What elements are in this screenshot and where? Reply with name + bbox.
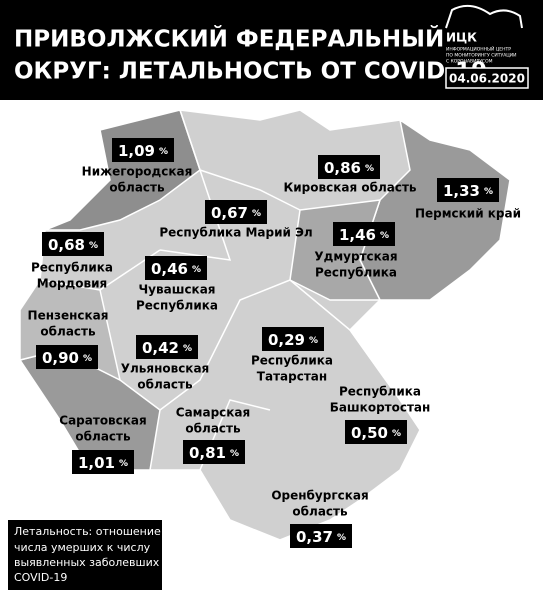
rate-label: 1,46% <box>339 226 389 244</box>
note-line: выявленных заболевших <box>14 556 160 569</box>
region-name: Татарстан <box>257 370 327 384</box>
rate-value: 0,81 <box>189 444 226 462</box>
region-shape <box>359 118 511 301</box>
region-name: Ульяновская <box>121 362 210 376</box>
logo-caption: ИНФОРМАЦИОННЫЙ ЦЕНТР <box>446 46 511 53</box>
title-line: ОКРУГ: ЛЕТАЛЬНОСТЬ ОТ COVID-19 <box>14 59 487 85</box>
rate-label: 1,01% <box>78 454 128 472</box>
rate-box <box>36 345 98 369</box>
rate-box <box>262 327 324 351</box>
region-name: область <box>185 422 241 436</box>
rate-value: 0,42 <box>142 339 179 357</box>
rate-box <box>205 200 267 224</box>
rate-label: 0,67% <box>211 204 261 222</box>
region-name: Нижегородская <box>82 165 193 179</box>
rate-unit: % <box>337 533 346 543</box>
rate-label: 0,42% <box>142 339 192 357</box>
rate-unit: % <box>230 449 239 459</box>
region-name: область <box>40 325 96 339</box>
rate-value: 0,90 <box>42 349 79 367</box>
rate-box <box>318 155 380 179</box>
rate-unit: % <box>159 147 168 157</box>
rate-label: 0,46% <box>151 260 201 278</box>
rate-label: 1,09% <box>118 142 168 160</box>
rate-box <box>136 335 198 359</box>
region-name: Республика <box>136 299 218 313</box>
rate-value: 1,33 <box>443 182 480 200</box>
rate-value: 1,09 <box>118 142 155 160</box>
rate-label: 0,68% <box>48 236 98 254</box>
rate-unit: % <box>380 231 389 241</box>
date-box <box>445 67 529 89</box>
region-name: Республика Марий Эл <box>159 226 312 240</box>
region-labels: 1,09 % Нижегородская область 0,86 % Кировская … <box>28 138 521 548</box>
region-name: Кировская область <box>283 181 416 195</box>
logo-mark <box>445 4 523 29</box>
rate-value: 0,37 <box>296 528 333 546</box>
date: 04.06.2020 <box>449 72 525 86</box>
rate-value: 1,01 <box>78 454 115 472</box>
logo: ИЦК <box>446 31 477 45</box>
region-name: область <box>137 378 193 392</box>
rate-value: 0,29 <box>268 331 305 349</box>
rate-label: 0,29% <box>268 331 318 349</box>
rate-unit: % <box>119 459 128 469</box>
note-line: COVID-19 <box>14 571 67 584</box>
rate-unit: % <box>252 209 261 219</box>
rate-unit: % <box>484 187 493 197</box>
rate-value: 0,46 <box>151 260 188 278</box>
region-name: Республика <box>31 261 113 275</box>
region-name: Башкортостан <box>330 401 431 415</box>
note-line: Летальность: отношение <box>14 525 161 538</box>
rate-label: 0,37% <box>296 528 346 546</box>
rate-unit: % <box>309 336 318 346</box>
region-name: Саратовская <box>59 414 146 428</box>
rate-value: 0,68 <box>48 236 85 254</box>
region-name: Самарская <box>176 406 250 420</box>
rate-box <box>345 420 407 444</box>
note-box <box>8 520 162 590</box>
title-line: ПРИВОЛЖСКИЙ ФЕДЕРАЛЬНЫЙ <box>14 25 444 53</box>
rate-box <box>42 232 104 256</box>
rate-label: 0,86% <box>324 159 374 177</box>
rate-box <box>145 256 207 280</box>
rate-unit: % <box>392 429 401 439</box>
rate-box <box>72 450 134 474</box>
rate-label: 0,90% <box>42 349 92 367</box>
rate-unit: % <box>89 241 98 251</box>
rate-value: 0,86 <box>324 159 361 177</box>
region-name: область <box>75 430 131 444</box>
rate-box <box>183 440 245 464</box>
region-name: область <box>109 181 165 195</box>
rate-label: 1,33% <box>443 182 493 200</box>
region-name: Пензенская <box>28 309 109 323</box>
rate-box <box>290 524 352 548</box>
rate-unit: % <box>365 164 374 174</box>
region-name: Республика <box>315 266 397 280</box>
rate-box <box>437 178 499 202</box>
rate-label: 0,50% <box>351 424 401 442</box>
rate-value: 1,46 <box>339 226 376 244</box>
region-name: Республика <box>339 385 421 399</box>
rate-box <box>112 138 174 162</box>
note-line: числа умерших к числу <box>14 541 151 554</box>
rate-value: 0,50 <box>351 424 388 442</box>
logo-caption: ПО МОНИТОРИНГУ СИТУАЦИИ <box>446 53 517 59</box>
region-name: Оренбургская <box>271 489 368 503</box>
logo-caption: С КОРОНАВИРУСОМ <box>446 59 493 65</box>
rate-value: 0,67 <box>211 204 248 222</box>
rate-unit: % <box>83 354 92 364</box>
rate-label: 0,81% <box>189 444 239 462</box>
region-name: Чувашская <box>138 283 215 297</box>
region-name: Республика <box>251 354 333 368</box>
region-name: Мордовия <box>37 277 107 291</box>
region-name: Пермский край <box>415 207 521 221</box>
rate-unit: % <box>192 265 201 275</box>
region-name: Удмуртская <box>314 250 397 264</box>
rate-unit: % <box>183 344 192 354</box>
rate-box <box>333 222 395 246</box>
region-name: область <box>292 505 348 519</box>
